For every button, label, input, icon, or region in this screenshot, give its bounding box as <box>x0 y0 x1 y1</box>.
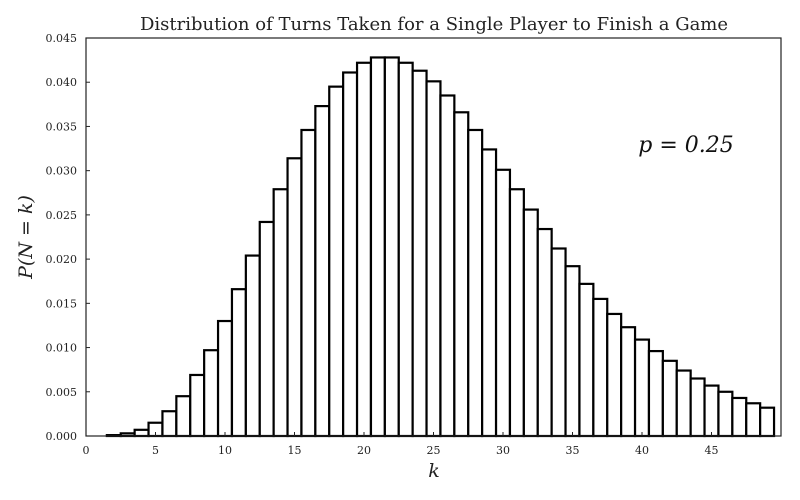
bar-k-28 <box>467 128 484 438</box>
bar-k-44 <box>689 377 706 438</box>
chart-title: Distribution of Turns Taken for a Single… <box>140 14 728 35</box>
bar-k-46 <box>717 390 734 438</box>
bar-k-45 <box>703 384 720 438</box>
bar-k-17 <box>314 105 331 438</box>
bar-k-20 <box>355 61 373 438</box>
bar-k-43 <box>675 369 692 438</box>
bar-k-12 <box>244 254 261 438</box>
bar-k-22 <box>383 56 400 438</box>
bar-k-15 <box>286 157 303 438</box>
bars-group <box>105 56 776 438</box>
bar-k-18 <box>328 85 345 438</box>
bar-k-49 <box>759 406 776 438</box>
x-tick-label: 10 <box>218 444 232 457</box>
bar-k-35 <box>564 265 581 438</box>
bar-k-34 <box>550 247 567 438</box>
bar-k-13 <box>258 220 275 438</box>
bar-k-27 <box>453 111 470 438</box>
bar-k-48 <box>745 402 762 438</box>
bar-k-31 <box>508 188 525 438</box>
x-tick-label: 45 <box>705 444 719 457</box>
y-tick-label: 0.020 <box>46 253 78 266</box>
bar-k-41 <box>647 349 664 438</box>
bar-k-19 <box>342 71 359 438</box>
x-tick-label: 15 <box>288 444 302 457</box>
bar-k-36 <box>578 282 595 438</box>
bar-k-11 <box>230 288 247 438</box>
bar-k-26 <box>439 94 456 438</box>
x-axis-ticks: 0 5 10 15 20 25 30 35 40 45 <box>83 432 719 457</box>
y-tick-label: 0.010 <box>46 342 78 355</box>
y-tick-label: 0.035 <box>46 120 78 133</box>
x-tick-label: 0 <box>83 444 90 457</box>
y-tick-label: 0.040 <box>46 76 78 89</box>
y-tick-label: 0.000 <box>46 430 78 443</box>
y-axis-label: P(N = k) <box>15 195 37 280</box>
annotation-p: p = 0.25 <box>638 133 734 158</box>
bar-k-30 <box>494 168 512 438</box>
y-tick-label: 0.015 <box>46 297 78 310</box>
bar-k-4 <box>133 428 150 438</box>
y-tick-label: 0.005 <box>46 386 78 399</box>
bar-k-39 <box>620 326 637 438</box>
bar-k-40 <box>633 338 651 438</box>
bar-k-16 <box>300 128 317 438</box>
y-tick-label: 0.045 <box>46 32 78 45</box>
bar-k-7 <box>175 395 192 438</box>
bar-k-8 <box>189 373 206 438</box>
bar-k-47 <box>731 396 748 438</box>
x-tick-label: 30 <box>496 444 510 457</box>
x-tick-label: 35 <box>566 444 580 457</box>
bar-k-21 <box>369 56 386 438</box>
bar-k-10 <box>216 319 234 438</box>
bar-k-29 <box>481 148 498 438</box>
x-tick-label: 40 <box>635 444 649 457</box>
x-axis-label: k <box>428 460 440 482</box>
bar-k-33 <box>536 227 553 438</box>
bar-k-14 <box>272 188 289 438</box>
y-tick-label: 0.025 <box>46 209 78 222</box>
bar-k-42 <box>661 359 678 438</box>
bar-k-32 <box>522 208 539 438</box>
x-tick-label: 25 <box>427 444 441 457</box>
bar-k-24 <box>411 69 428 438</box>
bar-k-38 <box>606 312 623 438</box>
x-tick-label: 5 <box>152 444 159 457</box>
bar-k-9 <box>203 349 220 438</box>
bar-k-6 <box>161 410 178 438</box>
x-tick-label: 20 <box>357 444 371 457</box>
bar-k-25 <box>425 80 442 438</box>
y-tick-label: 0.030 <box>46 165 78 178</box>
bar-k-23 <box>397 61 414 438</box>
y-axis-ticks: 0.000 0.005 0.010 0.015 0.020 0.025 0.030 0.035… <box>46 32 90 443</box>
bar-k-37 <box>592 297 609 438</box>
